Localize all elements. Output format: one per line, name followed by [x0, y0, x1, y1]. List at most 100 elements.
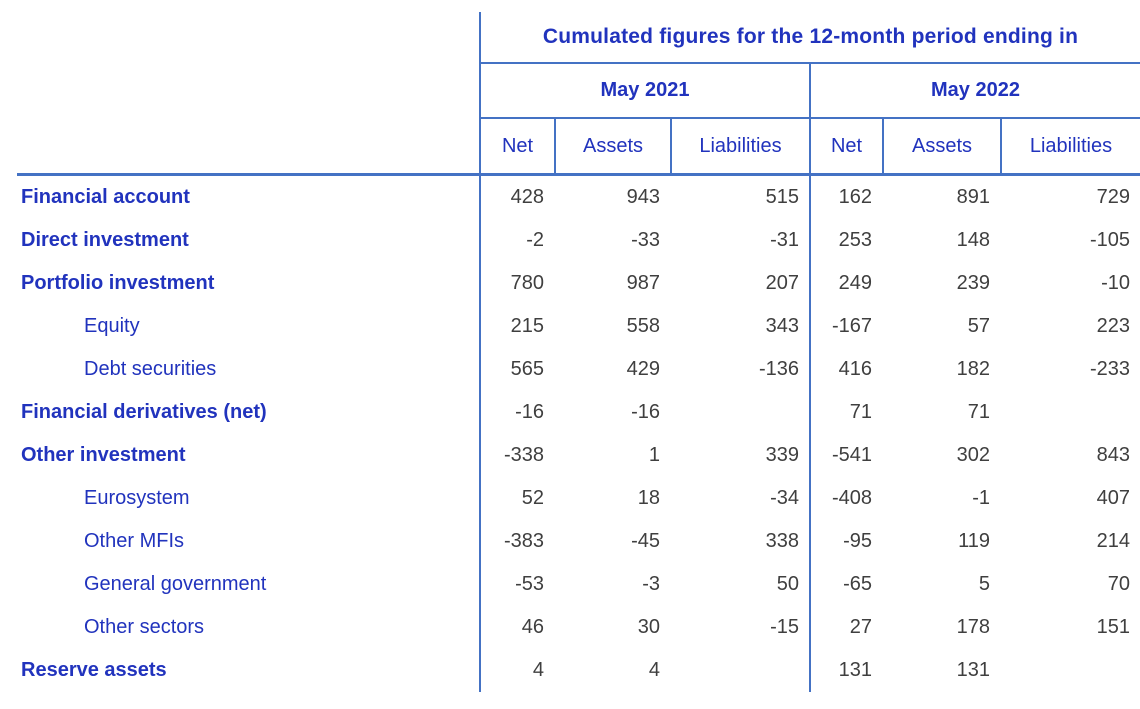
period-header-may-2022: May 2022: [809, 64, 1140, 119]
cell-value: 18: [637, 487, 660, 509]
cell-value: -31: [770, 229, 799, 251]
cell-value: 253: [809, 219, 882, 262]
cell-value: 4: [479, 649, 554, 692]
table-spanner-heading: Cumulated figures for the 12-month perio…: [479, 12, 1140, 64]
table-row: Financial account 428 943 515 162 891 729: [0, 176, 1140, 219]
cell-value: -45: [631, 530, 660, 552]
table-row: Reserve assets 4 4 131 131: [0, 649, 1140, 692]
cell-value: 4: [648, 659, 660, 681]
cell-value: 151: [1096, 616, 1130, 638]
cell-value: 30: [637, 616, 660, 638]
row-label: Other investment: [21, 444, 186, 466]
table-row: Other MFIs -383 -45 338 -95 119 214: [0, 520, 1140, 563]
cell-value: 119: [958, 530, 990, 552]
cell-value: 416: [809, 348, 882, 391]
cell-value: 57: [967, 315, 990, 337]
cell-value: 429: [626, 358, 660, 380]
cell-value: 565: [479, 348, 554, 391]
table-row: Eurosystem 52 18 -34 -408 -1 407: [0, 477, 1140, 520]
spanner-row: Cumulated figures for the 12-month perio…: [0, 12, 1140, 64]
row-label: Direct investment: [21, 229, 189, 251]
cell-value: 428: [479, 176, 554, 219]
measures-row: Net Assets Liabilities Net Assets Liabil…: [0, 119, 1140, 173]
cell-value: 558: [626, 315, 660, 337]
cell-value: 50: [776, 573, 799, 595]
column-header-assets: Assets: [554, 119, 670, 173]
cell-value: -65: [809, 563, 882, 606]
balance-of-payments-table: Cumulated figures for the 12-month perio…: [0, 12, 1140, 692]
table-row: Equity 215 558 343 -167 57 223: [0, 305, 1140, 348]
cell-value: 214: [1096, 530, 1130, 552]
cell-value: 239: [956, 272, 990, 294]
row-label: Eurosystem: [84, 487, 190, 509]
table-body: Financial account 428 943 515 162 891 729 Direc…: [0, 176, 1140, 692]
column-header-assets: Assets: [882, 119, 1000, 173]
cell-value: -338: [479, 434, 554, 477]
cell-value: -34: [770, 487, 799, 509]
spacer-cell: [0, 64, 479, 119]
row-label: Financial account: [21, 186, 190, 208]
cell-value: -15: [770, 616, 799, 638]
cell-value: 223: [1096, 315, 1130, 337]
table-row: Direct investment -2 -33 -31 253 148 -105: [0, 219, 1140, 262]
cell-value: [670, 391, 809, 434]
column-header-liabilities: Liabilities: [1000, 119, 1140, 173]
spacer-cell: [0, 119, 479, 173]
cell-value: 343: [765, 315, 799, 337]
cell-value: -2: [479, 219, 554, 262]
cell-value: 943: [626, 186, 660, 208]
header-divider: [0, 173, 1140, 176]
cell-value: 5: [978, 573, 990, 595]
cell-value: -16: [631, 401, 660, 423]
table-row: Other sectors 46 30 -15 27 178 151: [0, 606, 1140, 649]
cell-value: 987: [626, 272, 660, 294]
cell-value: 1: [648, 444, 660, 466]
cell-value: -53: [479, 563, 554, 606]
cell-value: -167: [809, 305, 882, 348]
cell-value: -408: [809, 477, 882, 520]
cell-value: 52: [479, 477, 554, 520]
row-label: Other MFIs: [84, 530, 185, 552]
cell-value: -16: [479, 391, 554, 434]
cell-value: 338: [765, 530, 799, 552]
cell-value: 162: [809, 176, 882, 219]
cell-value: [1000, 391, 1140, 434]
cell-value: 729: [1096, 186, 1130, 208]
cell-value: 46: [479, 606, 554, 649]
row-label: Financial derivatives (net): [21, 401, 267, 423]
cell-value: -10: [1101, 272, 1130, 294]
column-header-net: Net: [809, 119, 882, 173]
cell-value: 207: [765, 272, 799, 294]
cell-value: 131: [956, 659, 990, 681]
cell-value: 407: [1096, 487, 1130, 509]
spacer-cell: [0, 12, 479, 64]
table-row: Portfolio investment 780 987 207 249 239 -10: [0, 262, 1140, 305]
cell-value: -105: [1089, 229, 1130, 251]
row-label: Equity: [84, 315, 140, 337]
cell-value: -3: [642, 573, 660, 595]
table-row: Other investment -338 1 339 -541 302 843: [0, 434, 1140, 477]
header-divider-bar: [17, 173, 1140, 176]
cell-value: 249: [809, 262, 882, 305]
cell-value: 843: [1096, 444, 1130, 466]
cell-value: -95: [809, 520, 882, 563]
cell-value: 339: [765, 444, 799, 466]
cell-value: -1: [972, 487, 990, 509]
cell-value: -383: [479, 520, 554, 563]
cell-value: 215: [479, 305, 554, 348]
cell-value: 27: [809, 606, 882, 649]
table-row: General government -53 -3 50 -65 5 70: [0, 563, 1140, 606]
column-header-liabilities: Liabilities: [670, 119, 809, 173]
cell-value: -136: [758, 358, 799, 380]
row-label: Other sectors: [84, 616, 205, 638]
cell-value: [1000, 649, 1140, 692]
cell-value: 131: [809, 649, 882, 692]
row-label: Portfolio investment: [21, 272, 215, 294]
cell-value: 182: [956, 358, 990, 380]
cell-value: 515: [765, 186, 799, 208]
cell-value: 148: [956, 229, 990, 251]
cell-value: 178: [956, 616, 990, 638]
period-header-may-2021: May 2021: [479, 64, 809, 119]
row-label: Reserve assets: [21, 659, 167, 681]
cell-value: 780: [479, 262, 554, 305]
